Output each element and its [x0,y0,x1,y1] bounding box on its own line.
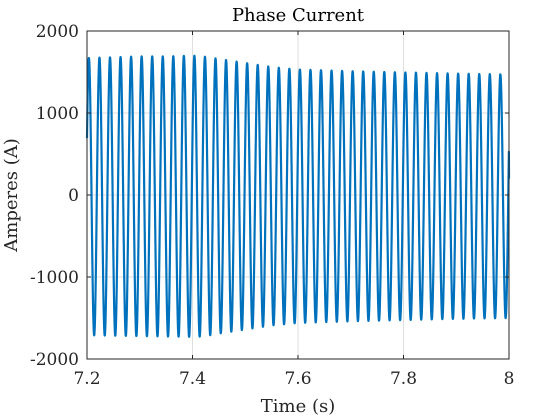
x-tick-label: 8 [504,369,515,389]
y-tick-label: 2000 [36,22,79,42]
y-tick-label: -2000 [30,350,79,370]
y-tick-label: -1000 [30,268,79,288]
y-tick-label: 0 [68,186,79,206]
y-axis-label: Amperes (A) [1,138,22,253]
x-tick-label: 7.8 [390,369,417,389]
x-tick-label: 7.6 [284,369,311,389]
y-tick-label: 1000 [36,104,79,124]
series-layer [85,54,511,338]
x-axis-label: Time (s) [261,396,336,417]
chart-title: Phase Current [232,5,365,26]
x-tick-label: 7.2 [73,369,100,389]
series-line-0 [85,54,511,338]
ticks: 7.2 7.4 7.6 7.8 8 -2000 -1000 0 1000 2000 [30,22,514,389]
x-tick-label: 7.4 [179,369,206,389]
